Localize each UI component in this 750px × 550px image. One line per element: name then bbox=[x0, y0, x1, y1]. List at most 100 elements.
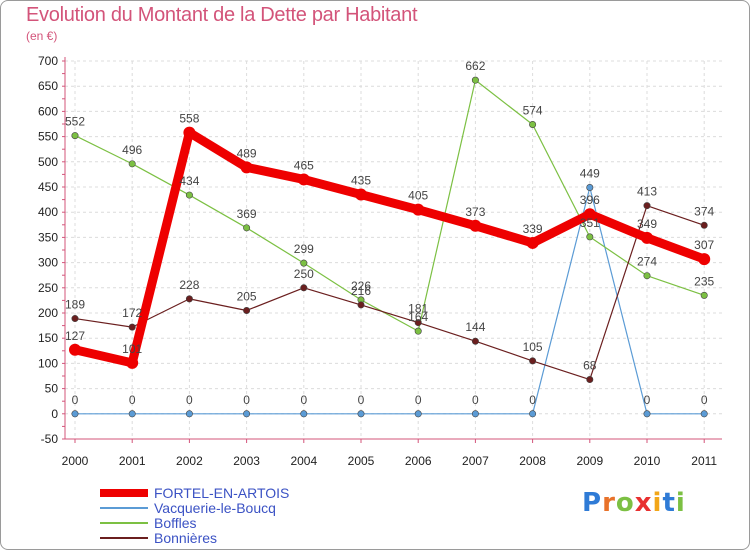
logo-letter: r bbox=[602, 488, 616, 518]
legend-label: Vacquerie-le-Boucq bbox=[154, 500, 276, 516]
y-tick-label: 650 bbox=[38, 79, 58, 93]
data-label-vacquerie: 0 bbox=[186, 393, 193, 407]
data-point-boffles bbox=[71, 132, 79, 140]
data-label-boffles: 274 bbox=[637, 255, 657, 269]
data-point-boffles bbox=[643, 272, 651, 280]
data-point-boffles bbox=[243, 224, 251, 232]
data-label-boffles: 351 bbox=[580, 216, 600, 230]
x-tick-label: 2011 bbox=[691, 454, 717, 468]
data-point-vacquerie bbox=[128, 410, 136, 418]
data-label-boffles: 496 bbox=[122, 143, 142, 157]
data-label-boffles: 369 bbox=[237, 207, 257, 221]
data-point-bonnieres bbox=[71, 315, 79, 323]
data-label-vacquerie: 0 bbox=[472, 393, 479, 407]
data-point-vacquerie bbox=[471, 410, 479, 418]
data-label-vacquerie: 0 bbox=[358, 393, 365, 407]
data-point-fortel bbox=[69, 343, 81, 356]
data-label-vacquerie: 0 bbox=[701, 393, 708, 407]
legend-label: Bonnières bbox=[154, 530, 218, 546]
data-point-fortel bbox=[698, 253, 711, 266]
legend-swatch bbox=[100, 522, 148, 524]
data-point-fortel bbox=[469, 219, 482, 232]
y-tick-label: -50 bbox=[41, 432, 59, 446]
data-label-bonnieres: 181 bbox=[408, 302, 428, 316]
data-label-fortel: 435 bbox=[351, 174, 371, 188]
data-label-vacquerie: 0 bbox=[129, 393, 136, 407]
data-point-vacquerie bbox=[643, 410, 651, 418]
legend-item-boffles: Boffles bbox=[100, 515, 360, 531]
y-tick-label: 350 bbox=[38, 230, 58, 244]
data-label-fortel: 101 bbox=[122, 342, 142, 356]
legend-item-fortel: FORTEL-EN-ARTOIS bbox=[100, 485, 360, 501]
x-tick-label: 2000 bbox=[62, 454, 89, 468]
data-label-bonnieres: 105 bbox=[523, 340, 543, 354]
data-point-boffles bbox=[300, 259, 308, 267]
data-label-bonnieres: 144 bbox=[465, 320, 485, 334]
logo-letter: i bbox=[652, 488, 663, 518]
data-point-fortel bbox=[412, 203, 425, 216]
y-tick-label: 150 bbox=[38, 331, 58, 345]
data-point-bonnieres bbox=[529, 357, 537, 365]
x-tick-label: 2007 bbox=[462, 454, 489, 468]
data-label-fortel: 127 bbox=[65, 329, 85, 343]
data-point-fortel bbox=[297, 173, 310, 186]
data-point-bonnieres bbox=[128, 323, 136, 331]
data-point-fortel bbox=[126, 356, 139, 369]
data-label-bonnieres: 413 bbox=[637, 185, 657, 199]
data-label-vacquerie: 0 bbox=[529, 393, 536, 407]
data-point-bonnieres bbox=[414, 319, 422, 327]
series-line-boffles bbox=[74, 79, 705, 332]
data-point-bonnieres bbox=[243, 306, 251, 314]
y-tick-label: 500 bbox=[38, 155, 58, 169]
data-point-boffles bbox=[185, 191, 193, 199]
data-point-boffles bbox=[414, 327, 422, 335]
y-tick-label: 400 bbox=[38, 205, 58, 219]
data-point-fortel bbox=[641, 231, 653, 244]
x-tick-label: 2003 bbox=[233, 454, 260, 468]
data-point-vacquerie bbox=[243, 410, 251, 418]
data-label-fortel: 489 bbox=[237, 146, 257, 160]
x-tick-label: 2005 bbox=[348, 454, 375, 468]
data-label-bonnieres: 228 bbox=[179, 278, 199, 292]
data-label-vacquerie: 0 bbox=[644, 393, 651, 407]
data-point-boffles bbox=[471, 76, 479, 84]
data-point-vacquerie bbox=[300, 410, 308, 418]
data-label-vacquerie: 0 bbox=[300, 393, 307, 407]
data-label-boffles: 164 bbox=[408, 310, 428, 324]
data-label-vacquerie: 0 bbox=[72, 393, 79, 407]
data-label-fortel: 373 bbox=[465, 205, 485, 219]
grid bbox=[65, 60, 722, 440]
logo-letter: P bbox=[582, 488, 603, 518]
data-label-fortel: 396 bbox=[580, 193, 600, 207]
data-point-bonnieres bbox=[300, 284, 308, 292]
data-point-bonnieres bbox=[357, 301, 365, 309]
chart-unit: (en €) bbox=[26, 29, 58, 43]
data-label-bonnieres: 250 bbox=[294, 267, 314, 281]
data-point-bonnieres bbox=[700, 221, 708, 229]
data-point-bonnieres bbox=[643, 202, 651, 210]
data-label-boffles: 434 bbox=[179, 174, 199, 188]
logo-letter: i bbox=[675, 488, 686, 518]
data-label-vacquerie: 0 bbox=[415, 393, 422, 407]
data-point-fortel bbox=[240, 161, 253, 174]
series-group bbox=[69, 76, 711, 418]
data-label-bonnieres: 216 bbox=[351, 284, 371, 298]
data-label-bonnieres: 205 bbox=[237, 289, 257, 303]
legend-item-vacquerie: Vacquerie-le-Boucq bbox=[100, 500, 360, 516]
data-label-vacquerie: 449 bbox=[580, 167, 600, 181]
data-point-vacquerie bbox=[529, 410, 537, 418]
y-tick-label: 200 bbox=[38, 306, 58, 320]
data-point-fortel bbox=[526, 236, 539, 249]
data-point-vacquerie bbox=[357, 410, 365, 418]
data-point-fortel bbox=[583, 208, 596, 221]
x-tick-label: 2010 bbox=[634, 454, 661, 468]
proxiti-logo: Proxiti bbox=[582, 488, 686, 518]
data-point-vacquerie bbox=[185, 410, 193, 418]
data-point-boffles bbox=[586, 233, 594, 241]
x-tick-label: 2006 bbox=[405, 454, 432, 468]
y-tick-label: 450 bbox=[38, 180, 58, 194]
series-line-vacquerie bbox=[74, 186, 705, 415]
logo-letter: x bbox=[634, 488, 653, 518]
data-point-boffles bbox=[529, 121, 537, 129]
